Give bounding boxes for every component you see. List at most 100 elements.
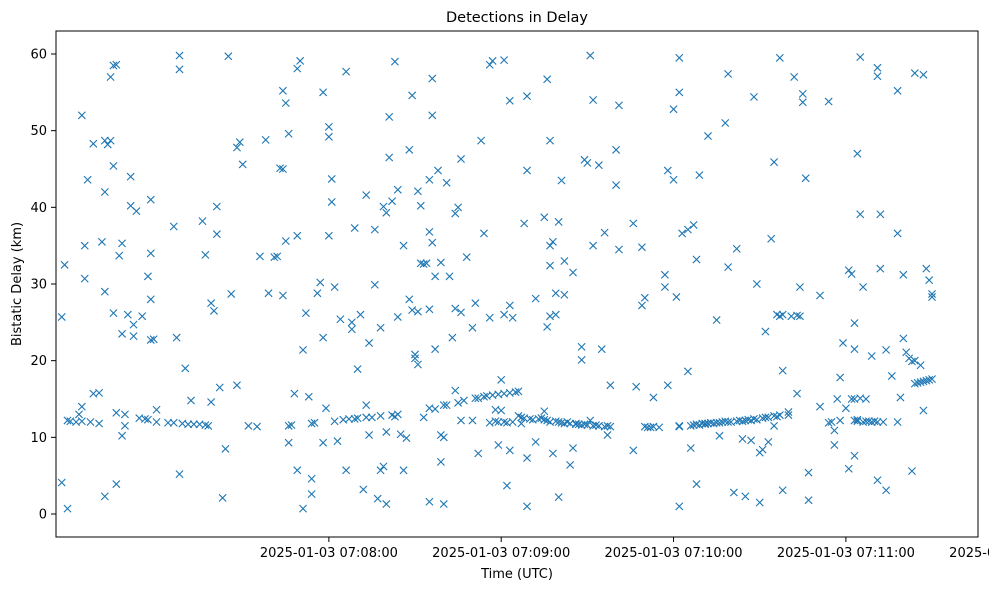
data-point — [413, 307, 422, 316]
data-point — [551, 310, 560, 319]
data-point — [925, 276, 934, 285]
data-point — [637, 243, 646, 252]
data-point — [741, 416, 750, 425]
data-point — [143, 415, 152, 424]
data-point — [910, 379, 919, 388]
data-point — [540, 213, 549, 222]
data-point — [353, 414, 362, 423]
data-point — [675, 421, 684, 430]
data-point — [284, 438, 293, 447]
data-point — [109, 309, 118, 318]
data-point — [413, 187, 422, 196]
data-point — [393, 312, 402, 321]
data-point — [520, 219, 529, 228]
data-point — [876, 264, 885, 273]
data-point — [844, 266, 853, 275]
data-point — [175, 65, 184, 74]
data-point — [675, 502, 684, 511]
data-point — [856, 210, 865, 219]
data-point — [683, 367, 692, 376]
data-point — [640, 293, 649, 302]
data-point — [112, 408, 121, 417]
data-point — [80, 274, 89, 283]
data-point — [347, 318, 356, 327]
data-point — [146, 295, 155, 304]
data-point — [686, 421, 695, 430]
data-point — [850, 319, 859, 328]
data-point — [330, 417, 339, 426]
data-point — [270, 253, 279, 262]
data-point — [764, 437, 773, 446]
data-point — [569, 268, 577, 277]
data-point — [899, 270, 908, 279]
data-point — [798, 98, 807, 107]
data-point — [887, 372, 896, 380]
data-point — [86, 418, 95, 426]
data-point — [474, 449, 483, 458]
data-point — [109, 161, 118, 170]
data-point — [284, 129, 293, 138]
data-point — [514, 387, 523, 396]
data-point — [508, 313, 517, 322]
data-point — [867, 418, 876, 426]
data-point — [853, 415, 862, 424]
data-point — [416, 201, 425, 210]
data-point — [649, 393, 658, 402]
data-point — [138, 312, 147, 321]
data-point — [253, 422, 262, 431]
data-point — [882, 486, 891, 495]
data-point — [436, 258, 445, 267]
data-point — [879, 418, 888, 426]
data-point — [497, 406, 506, 415]
data-point — [724, 69, 733, 78]
data-point — [678, 229, 687, 238]
data-point — [100, 492, 109, 501]
data-point — [500, 310, 509, 319]
data-point — [218, 493, 227, 502]
chart-title: Detections in Delay — [446, 10, 588, 26]
data-point — [439, 401, 448, 410]
data-point — [718, 418, 727, 426]
data-point — [100, 188, 109, 196]
data-point — [873, 418, 882, 426]
data-point — [856, 53, 865, 62]
data-point — [928, 375, 937, 384]
data-point — [264, 289, 273, 298]
data-point — [359, 485, 368, 494]
data-point — [571, 419, 580, 428]
data-point — [313, 289, 322, 298]
data-point — [330, 283, 339, 292]
data-point — [304, 392, 313, 401]
data-point — [778, 486, 787, 495]
data-point — [543, 75, 552, 84]
data-point — [379, 202, 388, 211]
data-point — [327, 197, 336, 206]
data-point — [57, 478, 66, 487]
data-point — [554, 493, 563, 502]
data-point — [422, 259, 431, 268]
y-tick-label: 60 — [30, 48, 47, 63]
data-point — [798, 89, 807, 98]
data-point — [672, 293, 681, 302]
data-point — [827, 418, 836, 426]
data-point — [804, 496, 813, 505]
data-point — [910, 356, 919, 365]
data-point — [60, 260, 69, 269]
data-point — [97, 237, 106, 246]
data-point — [603, 421, 612, 430]
data-point — [784, 411, 793, 420]
data-point — [164, 418, 173, 427]
data-point — [913, 378, 922, 387]
data-point — [816, 402, 825, 411]
data-point — [184, 420, 193, 429]
data-point — [491, 417, 500, 426]
data-point — [784, 408, 793, 417]
y-tick-label: 10 — [30, 431, 47, 446]
data-point — [919, 406, 928, 415]
data-point — [505, 446, 514, 455]
data-point — [531, 294, 540, 303]
data-point — [497, 375, 506, 384]
data-point — [548, 237, 557, 246]
data-point — [738, 434, 747, 443]
x-tick-label: 2025-01-03 07:10:00 — [604, 546, 742, 561]
